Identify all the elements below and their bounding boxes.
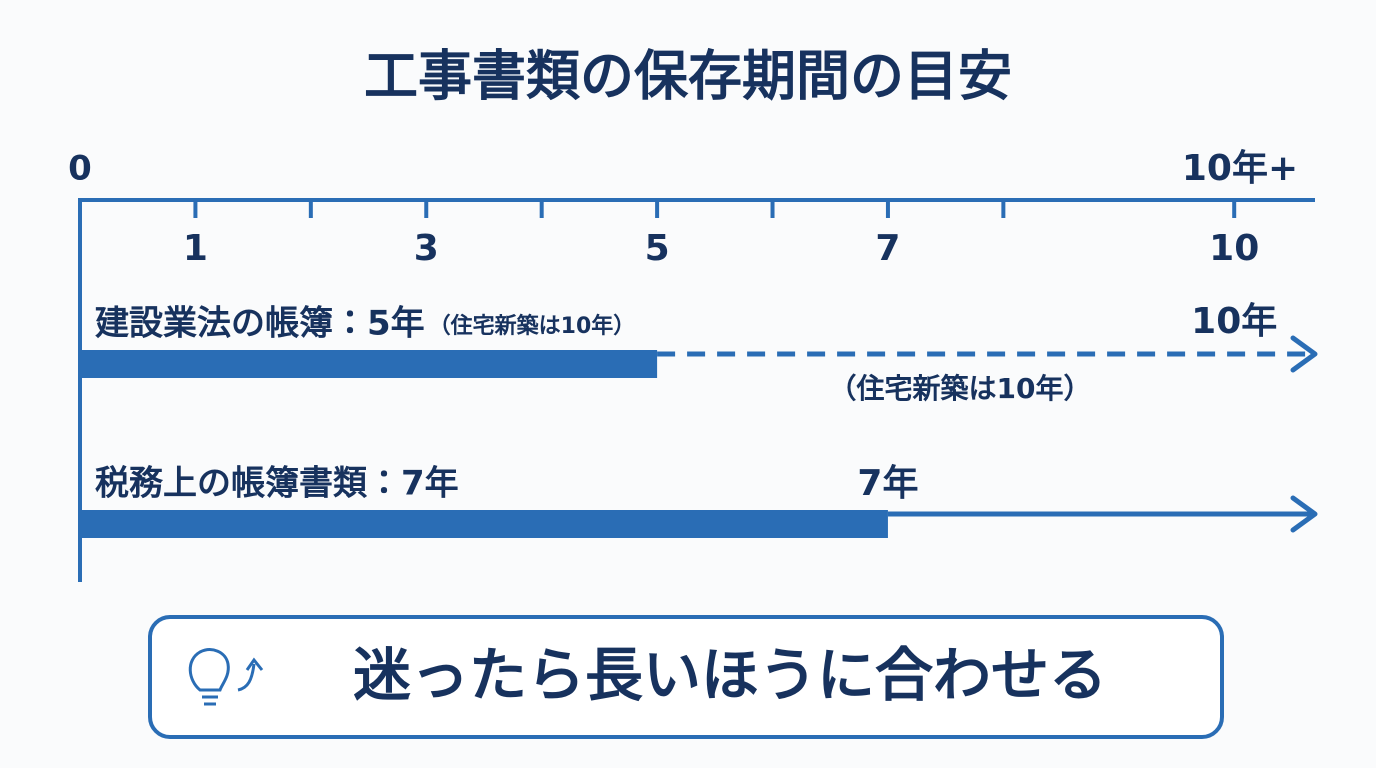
bulb-icon — [188, 648, 264, 706]
row-label: 建設業法の帳簿：5年 — [95, 304, 425, 344]
arrow-head — [1290, 495, 1318, 533]
tick-label: 5 — [645, 228, 670, 269]
axis-end-label: 10年+ — [1182, 148, 1298, 189]
below-note: （住宅新築は10年） — [829, 372, 1092, 405]
tick-label: 7 — [875, 228, 900, 269]
row-label: 税務上の帳簿書類：7年 — [95, 464, 459, 504]
tick-label: 3 — [414, 228, 439, 269]
title: 工事書類の保存期間の目安 — [364, 45, 1012, 108]
tick-label: 10 — [1209, 228, 1259, 269]
end-label: 10年 — [1191, 301, 1277, 342]
row-note: （住宅新築は10年） — [429, 313, 636, 339]
bar — [80, 350, 658, 378]
tick-label: 1 — [183, 228, 208, 269]
bar — [80, 510, 888, 538]
end-label: 7年 — [857, 463, 918, 504]
arrow-head — [1290, 335, 1318, 373]
axis-start-label: 0 — [68, 149, 92, 189]
footer-text: 迷ったら長いほうに合わせる — [353, 641, 1107, 709]
footer-box — [148, 615, 1224, 739]
